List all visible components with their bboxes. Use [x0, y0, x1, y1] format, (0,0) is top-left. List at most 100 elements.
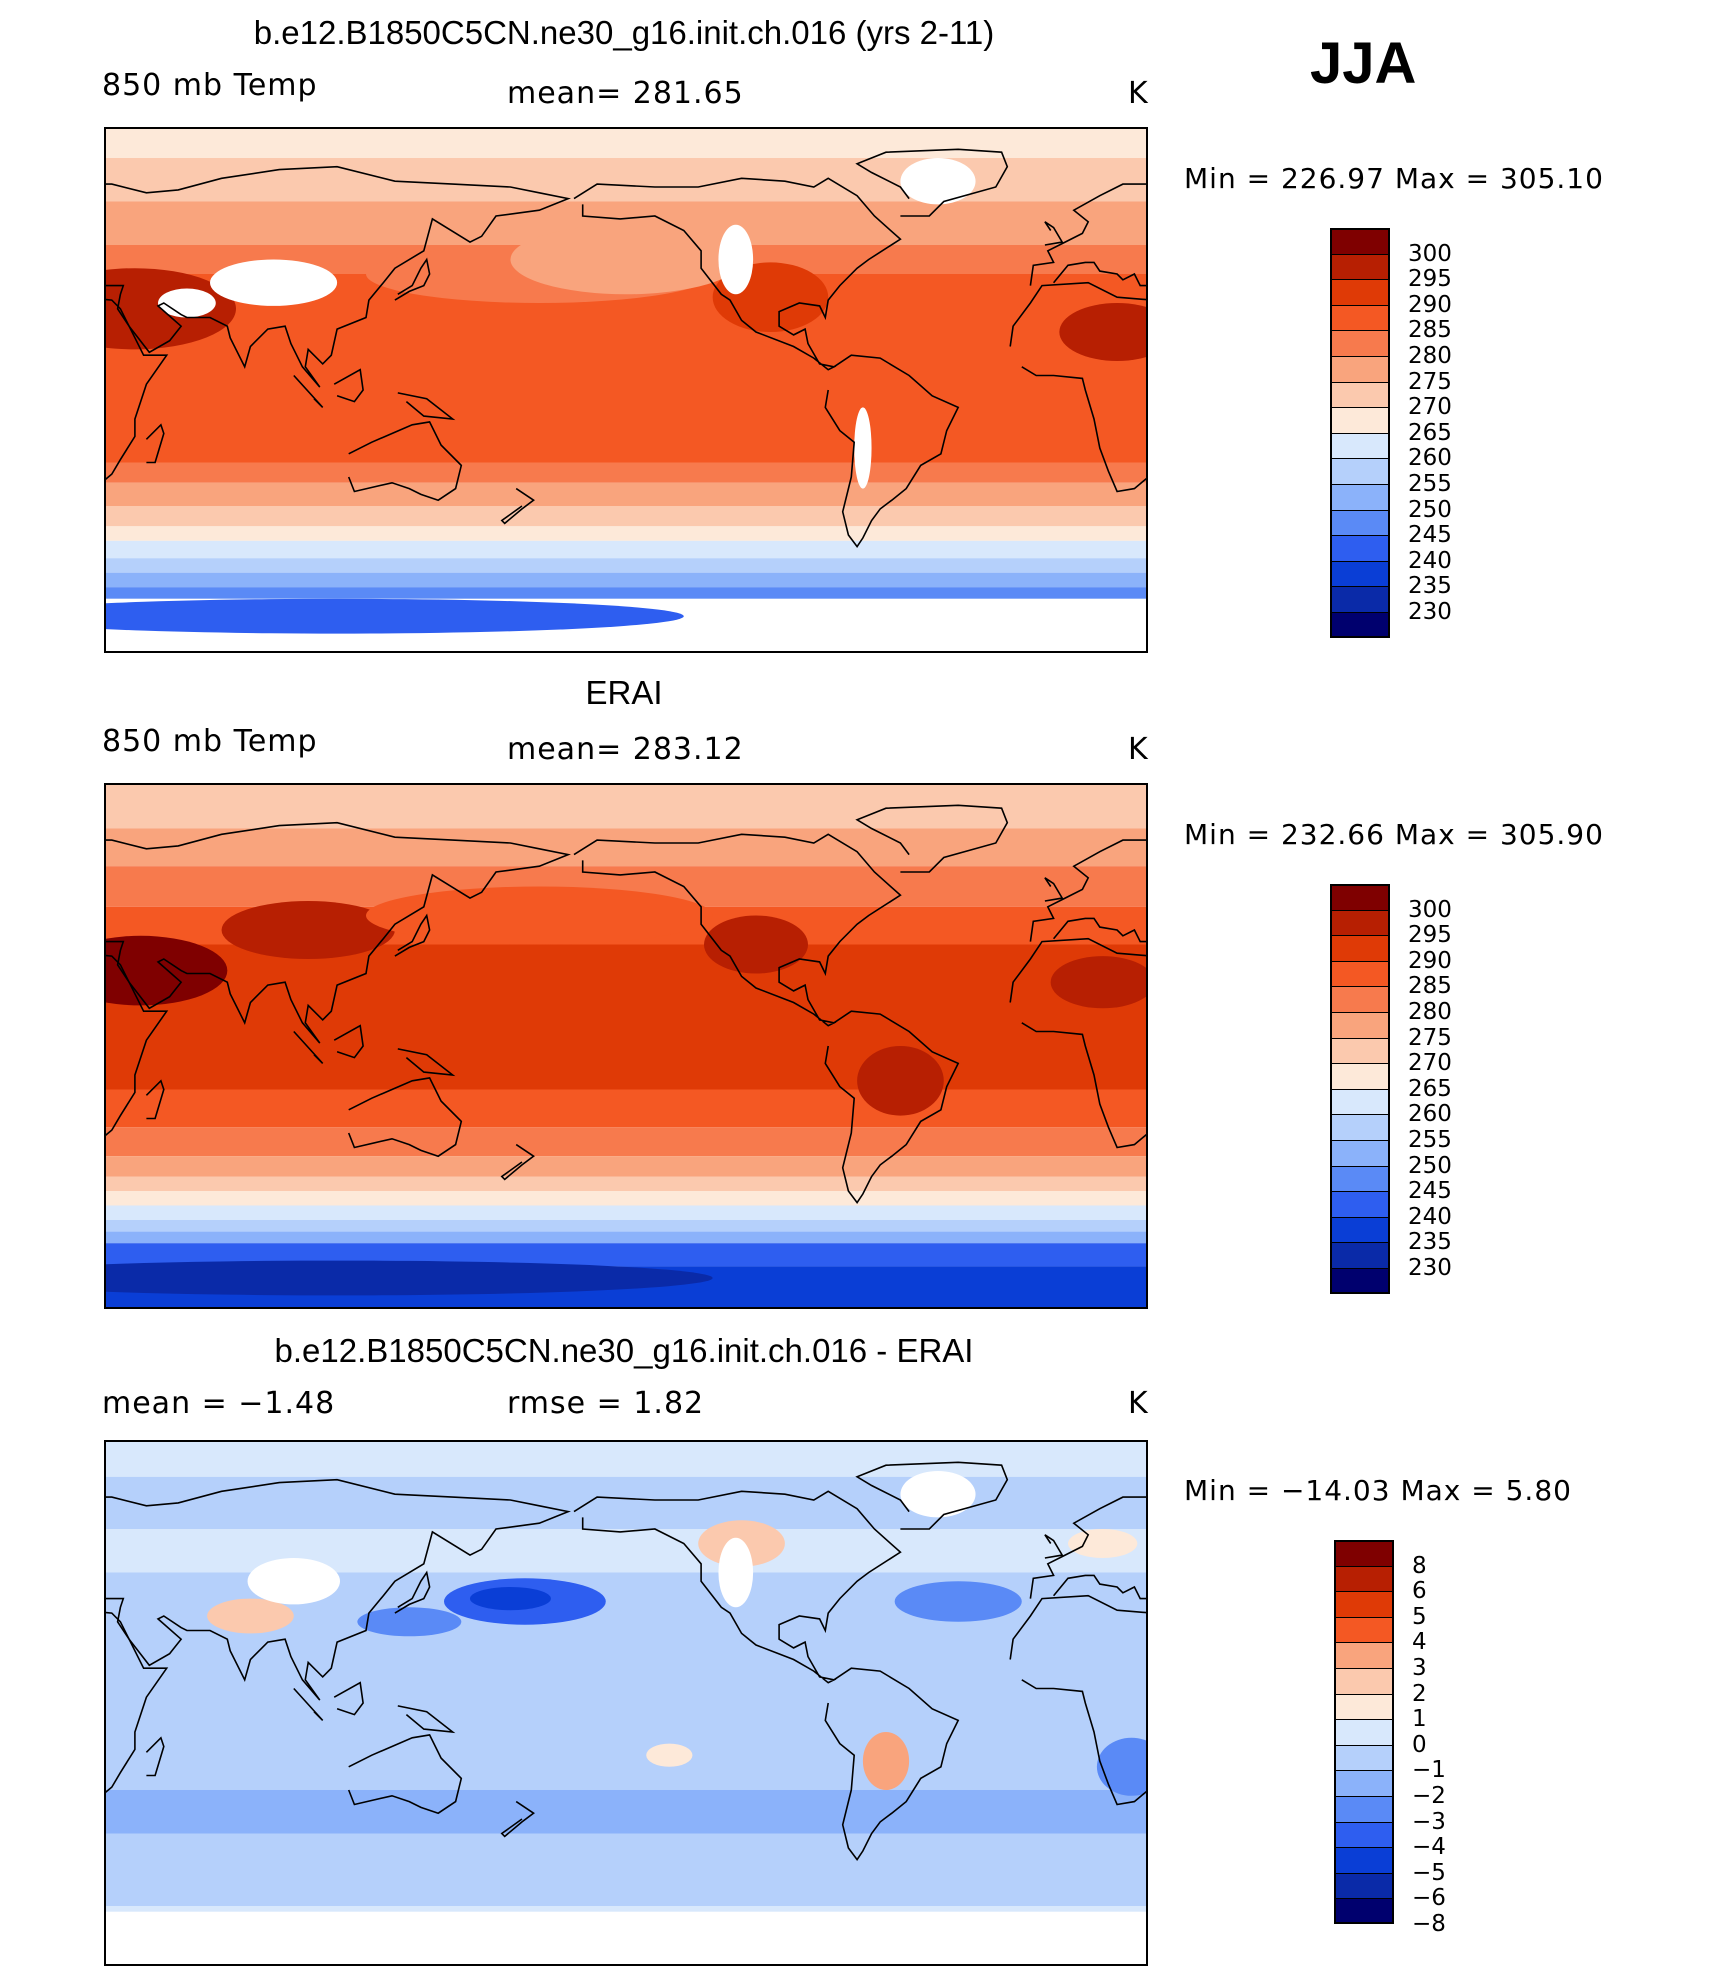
coastline — [293, 374, 324, 408]
latitude-band — [106, 1645, 1146, 1732]
masked-terrain — [854, 407, 872, 489]
colorbar-label: 265 — [1408, 419, 1452, 446]
colorbar-swatch — [1330, 909, 1390, 936]
latitude-band — [106, 1156, 1146, 1177]
latitude-band — [106, 526, 1146, 541]
colorbar-swatch — [1330, 1216, 1390, 1243]
latitude-band — [106, 1176, 1146, 1191]
map-svg — [106, 1442, 1146, 1964]
colorbar-label: 250 — [1408, 1152, 1452, 1179]
colorbar-label: 240 — [1408, 547, 1452, 574]
colorbar-swatch — [1330, 381, 1390, 408]
colorbar-swatch — [1330, 1063, 1390, 1089]
coastline — [1009, 937, 1146, 1149]
coastline — [347, 421, 463, 502]
colorbar-label: 295 — [1408, 266, 1452, 293]
cold-bias — [470, 1587, 551, 1611]
colorbar-label: −3 — [1412, 1808, 1446, 1835]
colorbar-swatch — [1330, 253, 1390, 280]
colorbar-swatch — [1334, 1668, 1394, 1694]
latitude-band — [106, 482, 1146, 506]
colorbar-swatch — [1330, 612, 1390, 638]
colorbar-label: −1 — [1412, 1757, 1446, 1784]
colorbar-label: 260 — [1408, 1101, 1452, 1128]
colorbar-swatch — [1334, 1898, 1394, 1924]
colorbar-swatch — [1334, 1796, 1394, 1822]
colorbar-frame — [1330, 884, 1390, 1294]
coastline — [293, 1687, 324, 1721]
panel-1-units-label: K — [1128, 76, 1149, 111]
coastline — [333, 368, 364, 403]
panel-2-mean-label: mean= 283.12 — [507, 732, 744, 767]
coastline — [106, 821, 571, 1044]
colorbar-label: 280 — [1408, 999, 1452, 1025]
latitude-band — [106, 1732, 1146, 1790]
colorbar-label: 8 — [1412, 1552, 1427, 1579]
cool-band — [366, 886, 713, 945]
panel-2-map — [104, 783, 1148, 1309]
colorbar-swatch — [1334, 1872, 1394, 1899]
coastline — [106, 1611, 169, 1793]
coastline — [394, 913, 431, 957]
latitude-band — [106, 506, 1146, 527]
panel-2-units-label: K — [1128, 732, 1149, 767]
coastline — [347, 1077, 463, 1158]
coastline — [1009, 1594, 1146, 1806]
latitude-band — [106, 1442, 1146, 1477]
coastline — [855, 804, 1009, 873]
colorbar-label: 245 — [1408, 1178, 1452, 1205]
coastline — [1009, 281, 1146, 493]
colorbar-label: 245 — [1408, 522, 1452, 549]
warm-bias — [646, 1743, 693, 1767]
colorbar-swatch — [1330, 935, 1390, 961]
colorbar-label: 240 — [1408, 1203, 1452, 1230]
colorbar-swatch — [1330, 1037, 1390, 1064]
colorbar-frame — [1334, 1540, 1394, 1924]
colorbar-label: 3 — [1412, 1655, 1427, 1681]
panel-3-mean-label: mean = −1.48 — [102, 1386, 336, 1421]
masked-terrain — [718, 1537, 754, 1608]
coastline — [347, 1734, 463, 1815]
cold-bias — [357, 1607, 462, 1637]
colorbar-swatch — [1334, 1693, 1394, 1720]
masked-terrain — [900, 158, 976, 205]
colorbar-label: 4 — [1412, 1629, 1427, 1656]
colorbar-swatch — [1330, 279, 1390, 305]
colorbar-swatch — [1334, 1616, 1394, 1643]
coastline — [500, 1143, 535, 1181]
latitude-band — [106, 158, 1146, 202]
colorbar-label: 260 — [1408, 445, 1452, 472]
colorbar-label: 265 — [1408, 1075, 1452, 1102]
colorbar-label: 300 — [1408, 896, 1452, 923]
latitude-band — [106, 558, 1146, 573]
colorbar-swatch — [1330, 535, 1390, 561]
colorbar-label: 285 — [1408, 973, 1452, 1000]
latitude-band — [106, 129, 1146, 158]
colorbar-label: −4 — [1412, 1834, 1446, 1861]
colorbar-swatch — [1334, 1719, 1394, 1745]
colorbar-swatch — [1330, 1165, 1390, 1192]
colorbar-label: −5 — [1412, 1859, 1446, 1886]
colorbar-label: 270 — [1408, 1050, 1452, 1077]
colorbar-label: 0 — [1412, 1731, 1427, 1758]
coastline — [106, 165, 571, 388]
colorbar-swatch — [1330, 960, 1390, 987]
latitude-band — [106, 944, 1146, 1090]
colorbar-swatch — [1334, 1642, 1394, 1668]
panel-1-mean-label: mean= 281.65 — [507, 76, 744, 111]
panel-1-variable-label: 850 mb Temp — [102, 68, 318, 103]
masked-terrain — [247, 1558, 340, 1605]
map-svg — [106, 129, 1146, 651]
warm-anomaly — [857, 1046, 944, 1116]
warm-bias — [207, 1598, 294, 1634]
coastline — [1044, 877, 1064, 902]
colorbar-swatch — [1330, 432, 1390, 459]
colorbar-swatch — [1330, 356, 1390, 382]
colorbar-label: 280 — [1408, 343, 1452, 369]
colorbar-label: 300 — [1408, 240, 1452, 267]
coastline — [397, 1048, 456, 1077]
colorbar-swatch — [1330, 1088, 1390, 1115]
latitude-band — [106, 1191, 1146, 1206]
coastline — [500, 487, 535, 525]
panel-2-title: ERAI — [585, 674, 663, 711]
